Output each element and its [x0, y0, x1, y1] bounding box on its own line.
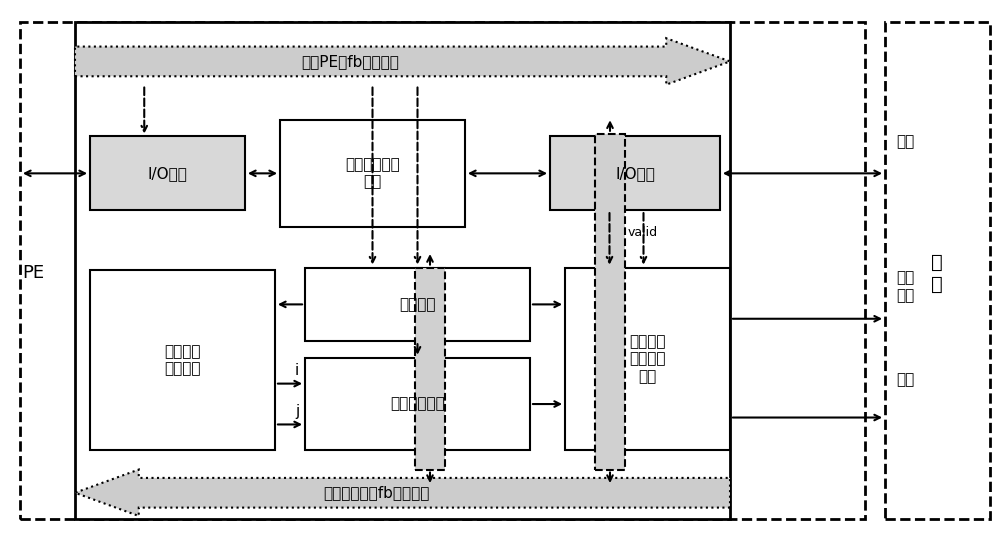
Bar — [20, 22, 865, 519]
Text: 存储交互
信号产生
模块: 存储交互 信号产生 模块 — [629, 334, 666, 384]
Bar — [90, 270, 275, 450]
Text: I/O单元: I/O单元 — [148, 166, 187, 181]
Bar — [75, 22, 730, 519]
Bar — [90, 136, 245, 210]
Text: I/O单元: I/O单元 — [615, 166, 655, 181]
Polygon shape — [75, 470, 730, 516]
Bar — [565, 268, 730, 450]
Text: i: i — [295, 363, 299, 378]
Text: 来臮存储器的fb控制单元: 来臮存储器的fb控制单元 — [323, 485, 429, 500]
Bar — [415, 268, 445, 470]
Bar — [550, 136, 720, 210]
Text: 控制递辑: 控制递辑 — [399, 297, 436, 312]
Text: 预处理后处理
模块: 预处理后处理 模块 — [345, 157, 400, 189]
Text: 地址生成模块: 地址生成模块 — [390, 396, 445, 412]
Bar — [885, 22, 990, 519]
Bar — [305, 268, 530, 341]
Bar — [305, 358, 530, 450]
Polygon shape — [75, 38, 730, 85]
Text: 来臮PE的fb控制单元: 来臮PE的fb控制单元 — [301, 54, 399, 69]
Bar — [280, 120, 465, 227]
Text: 数据: 数据 — [896, 134, 914, 150]
Text: 存
储: 存 储 — [931, 252, 943, 294]
Text: j: j — [295, 404, 299, 419]
Text: valid: valid — [628, 225, 658, 239]
Text: 使能
信号: 使能 信号 — [896, 270, 914, 303]
Bar — [595, 134, 625, 470]
Text: 地址: 地址 — [896, 372, 914, 387]
Text: 循环变量
产生模块: 循环变量 产生模块 — [164, 344, 201, 377]
Text: PE: PE — [22, 264, 44, 282]
